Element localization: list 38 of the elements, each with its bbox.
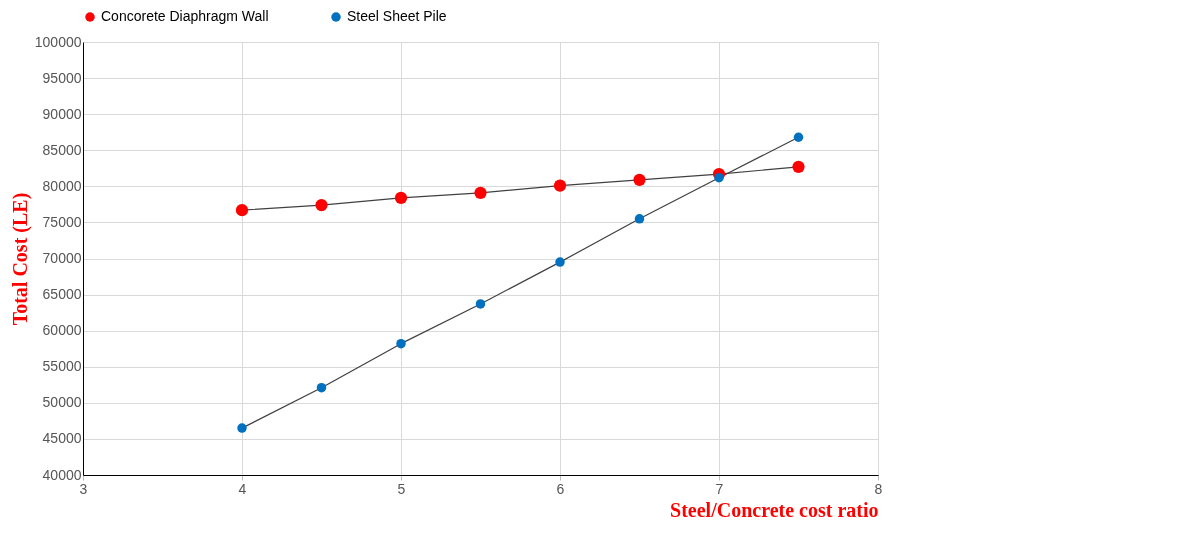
y-tick-label: 80000 [42, 177, 82, 194]
point [792, 160, 805, 173]
x-tick-label: 8 [874, 480, 883, 497]
legend-label: Steel Sheet Pile [347, 8, 447, 24]
legend-label: Concorete Diaphragm Wall [101, 8, 269, 24]
point [475, 299, 486, 309]
point [316, 382, 327, 393]
x-tick-label: 3 [79, 480, 88, 497]
point [474, 186, 487, 199]
x-tick-label: 6 [556, 480, 565, 497]
y-tick-label: 100000 [34, 33, 82, 50]
x-tick-label: 5 [397, 480, 406, 497]
y-tick-label: 75000 [42, 213, 82, 230]
y-tick-label: 95000 [42, 69, 82, 86]
y-tick-label: 90000 [42, 105, 82, 122]
point [555, 257, 565, 267]
y-tick-label: 50000 [42, 394, 82, 411]
y-tick-label: 40000 [42, 466, 82, 483]
point [394, 191, 408, 204]
x-axis-title: Steel/Concrete cost ratio [670, 498, 879, 521]
point [634, 214, 645, 224]
y-tick-label: 55000 [42, 358, 82, 375]
point [633, 173, 646, 186]
point [396, 338, 406, 349]
y-tick-label: 60000 [42, 322, 82, 339]
point [315, 198, 328, 212]
point [235, 204, 249, 217]
y-tick-label: 70000 [42, 250, 82, 266]
x-tick-label: 7 [715, 480, 724, 497]
point [793, 132, 804, 142]
point [714, 172, 724, 183]
y-tick-label: 85000 [42, 141, 82, 158]
y-axis-title: Total Cost (LE) [8, 192, 32, 326]
y-tick-label: 45000 [42, 430, 82, 447]
y-tick-label: 65000 [42, 286, 82, 303]
x-tick-label: 4 [238, 480, 247, 497]
point [237, 423, 247, 433]
point [553, 179, 567, 192]
